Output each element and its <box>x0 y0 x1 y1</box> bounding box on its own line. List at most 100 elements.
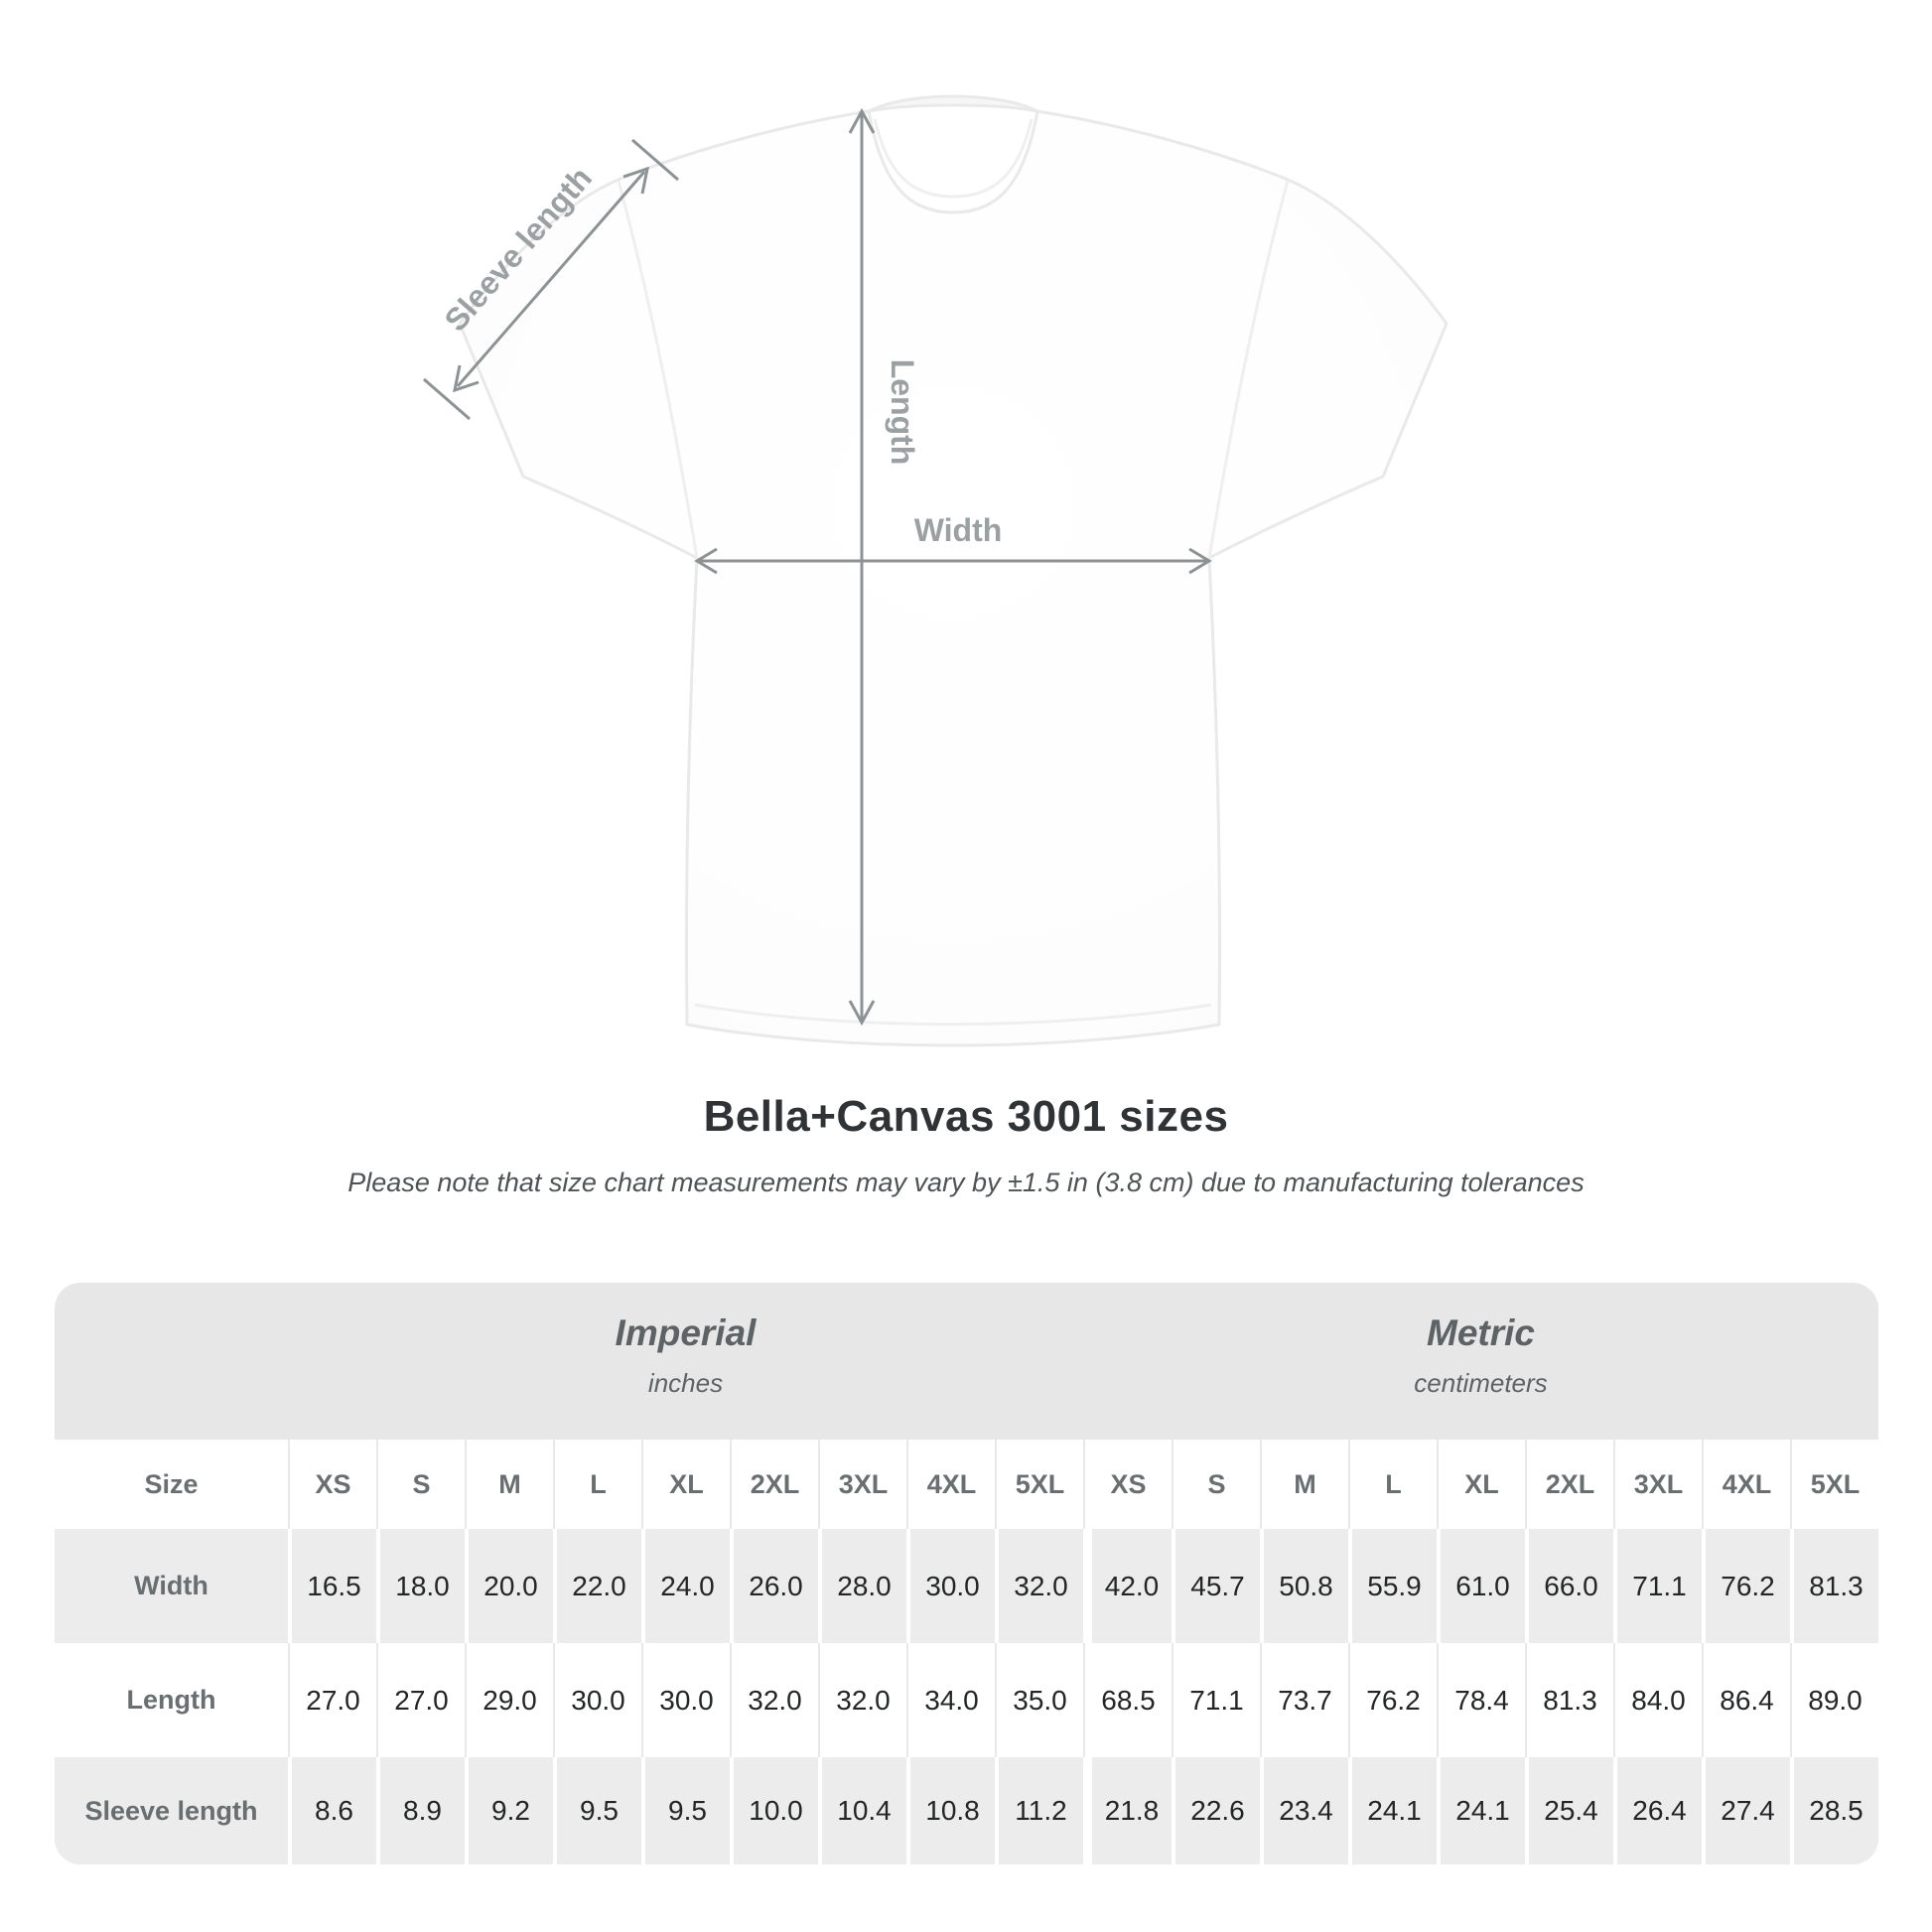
table-cell: 26.0 <box>730 1529 818 1643</box>
table-cell: 9.2 <box>465 1757 553 1864</box>
table-cell: 28.5 <box>1790 1757 1878 1864</box>
size-column-header: Size <box>55 1440 288 1529</box>
table-cell: 61.0 <box>1437 1529 1525 1643</box>
tshirt-hem-stitch <box>694 1003 1212 1027</box>
size-header-cell: M <box>465 1440 553 1529</box>
table-cell: 23.4 <box>1260 1757 1348 1864</box>
page-subtitle: Please note that size chart measurements… <box>347 1168 1585 1197</box>
table-cell: 30.0 <box>641 1643 730 1757</box>
size-header-cell: L <box>553 1440 641 1529</box>
size-table: Imperial inches Metric centimeters Size … <box>55 1283 1878 1864</box>
table-cell: 9.5 <box>553 1757 641 1864</box>
table-cell: 29.0 <box>465 1643 553 1757</box>
page-title: Bella+Canvas 3001 sizes <box>703 1092 1229 1141</box>
width-label: Width <box>914 512 1003 548</box>
table-cell: 78.4 <box>1437 1643 1525 1757</box>
size-header-cell: M <box>1260 1440 1348 1529</box>
table-cell: 28.0 <box>818 1529 906 1643</box>
table-cell: 18.0 <box>376 1529 465 1643</box>
sleeve-length-arrow <box>423 138 679 421</box>
table-cell: 71.1 <box>1613 1529 1702 1643</box>
size-header-cell: 4XL <box>1702 1440 1790 1529</box>
size-header-cell: 3XL <box>1613 1440 1702 1529</box>
table-cell: 32.0 <box>818 1643 906 1757</box>
table-cell: 81.3 <box>1525 1643 1613 1757</box>
table-cell: 86.4 <box>1702 1643 1790 1757</box>
table-cell: 71.1 <box>1172 1643 1260 1757</box>
size-header-cell: 3XL <box>818 1440 906 1529</box>
width-arrow <box>694 547 1212 575</box>
size-header-cell: 5XL <box>1790 1440 1878 1529</box>
table-cell: 42.0 <box>1083 1529 1172 1643</box>
table-cell: 10.8 <box>906 1757 995 1864</box>
table-cell: 50.8 <box>1260 1529 1348 1643</box>
size-header-row: Size XS S M L XL 2XL 3XL 4XL 5XL XS S M … <box>55 1440 1878 1529</box>
length-row: Length 27.0 27.0 29.0 30.0 30.0 32.0 32.… <box>55 1643 1878 1757</box>
group-header-metric: Metric centimeters <box>1083 1283 1878 1440</box>
table-cell: 76.2 <box>1348 1643 1437 1757</box>
tshirt-measurement-diagram: Length Width Sleeve length <box>423 94 1449 1047</box>
table-cell: 24.0 <box>641 1529 730 1643</box>
table-cell: 22.0 <box>553 1529 641 1643</box>
length-arrow <box>848 107 876 1027</box>
width-row: Width 16.5 18.0 20.0 22.0 24.0 26.0 28.0… <box>55 1529 1878 1643</box>
table-cell: 24.1 <box>1437 1757 1525 1864</box>
table-cell: 68.5 <box>1083 1643 1172 1757</box>
table-cell: 76.2 <box>1702 1529 1790 1643</box>
row-label: Width <box>55 1529 288 1643</box>
size-header-cell: 2XL <box>1525 1440 1613 1529</box>
size-header-cell: 4XL <box>906 1440 995 1529</box>
tshirt-body <box>458 109 1449 1047</box>
table-cell: 32.0 <box>730 1643 818 1757</box>
table-cell: 66.0 <box>1525 1529 1613 1643</box>
table-cell: 25.4 <box>1525 1757 1613 1864</box>
table-cell: 22.6 <box>1172 1757 1260 1864</box>
table-cell: 8.6 <box>288 1757 376 1864</box>
size-header-cell: S <box>1172 1440 1260 1529</box>
table-cell: 27.0 <box>376 1643 465 1757</box>
group-label: Metric <box>1427 1312 1535 1353</box>
size-header-cell: XL <box>1437 1440 1525 1529</box>
table-cell: 8.9 <box>376 1757 465 1864</box>
table-cell: 30.0 <box>553 1643 641 1757</box>
table-cell: 84.0 <box>1613 1643 1702 1757</box>
tshirt-collar-band <box>873 118 1034 199</box>
group-unit: centimeters <box>1414 1368 1548 1398</box>
table-cell: 26.4 <box>1613 1757 1702 1864</box>
heading-block: Bella+Canvas 3001 sizes Please note that… <box>0 1092 1932 1198</box>
table-cell: 32.0 <box>995 1529 1083 1643</box>
row-label: Length <box>55 1643 288 1757</box>
tshirt-right-sleeve-seam <box>1207 180 1290 559</box>
size-header-cell: XS <box>1083 1440 1172 1529</box>
table-cell: 24.1 <box>1348 1757 1437 1864</box>
tshirt-back-collar <box>868 94 1038 113</box>
table-cell: 27.4 <box>1702 1757 1790 1864</box>
table-cell: 73.7 <box>1260 1643 1348 1757</box>
table-cell: 21.8 <box>1083 1757 1172 1864</box>
table-cell: 9.5 <box>641 1757 730 1864</box>
table-cell: 27.0 <box>288 1643 376 1757</box>
size-header-cell: XL <box>641 1440 730 1529</box>
table-cell: 34.0 <box>906 1643 995 1757</box>
table-cell: 16.5 <box>288 1529 376 1643</box>
table-cell: 20.0 <box>465 1529 553 1643</box>
row-label: Sleeve length <box>55 1757 288 1864</box>
table-cell: 55.9 <box>1348 1529 1437 1643</box>
table-cell: 10.0 <box>730 1757 818 1864</box>
size-header-cell: XS <box>288 1440 376 1529</box>
size-header-cell: 5XL <box>995 1440 1083 1529</box>
table-cell: 10.4 <box>818 1757 906 1864</box>
tshirt-graphic <box>458 94 1449 1047</box>
table-cell: 35.0 <box>995 1643 1083 1757</box>
group-header-imperial: Imperial inches <box>288 1283 1083 1440</box>
table-cell: 89.0 <box>1790 1643 1878 1757</box>
size-header-cell: L <box>1348 1440 1437 1529</box>
unit-group-band: Imperial inches Metric centimeters <box>55 1283 1878 1440</box>
table-cell: 11.2 <box>995 1757 1083 1864</box>
size-header-cell: 2XL <box>730 1440 818 1529</box>
length-label: Length <box>885 359 920 466</box>
table-cell: 81.3 <box>1790 1529 1878 1643</box>
table-cell: 30.0 <box>906 1529 995 1643</box>
table-cell: 45.7 <box>1172 1529 1260 1643</box>
sleeve-length-row: Sleeve length 8.6 8.9 9.2 9.5 9.5 10.0 1… <box>55 1757 1878 1864</box>
